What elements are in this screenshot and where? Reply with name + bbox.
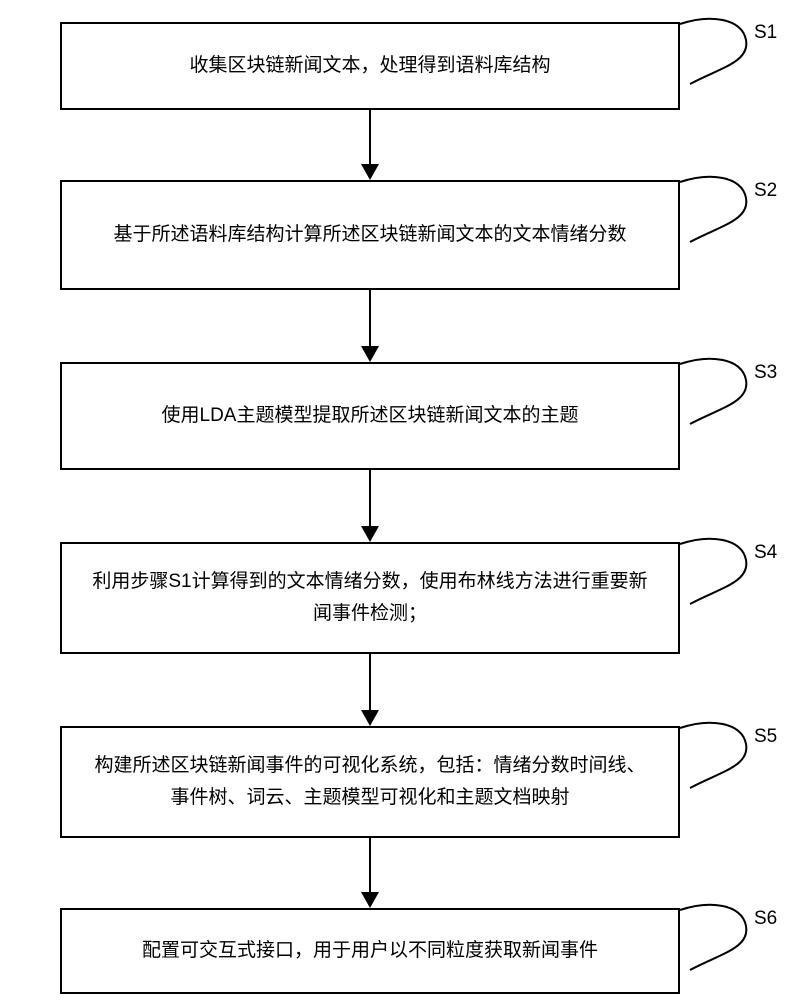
flowchart-canvas: 收集区块链新闻文本，处理得到语料库结构 S1 基于所述语料库结构计算所述区块链新闻文…: [0, 0, 798, 1000]
arrow-line: [369, 654, 371, 710]
arrow-head-icon: [361, 892, 379, 908]
curve-connector: [680, 178, 760, 248]
step-label-s5: S5: [754, 726, 777, 748]
step-label-s2: S2: [754, 180, 777, 202]
arrow-line: [369, 838, 371, 892]
step-text: 利用步骤S1计算得到的文本情绪分数，使用布林线方法进行重要新闻事件检测；: [86, 566, 654, 631]
arrow-line: [369, 470, 371, 526]
step-label-s6: S6: [754, 908, 777, 930]
step-box-s6: 配置可交互式接口，用于用户以不同粒度获取新闻事件: [60, 908, 680, 994]
curve-connector: [680, 20, 760, 90]
arrow-head-icon: [361, 164, 379, 180]
step-label-s1: S1: [754, 22, 777, 44]
step-box-s1: 收集区块链新闻文本，处理得到语料库结构: [60, 22, 680, 110]
curve-connector: [680, 724, 760, 794]
step-text: 配置可交互式接口，用于用户以不同粒度获取新闻事件: [142, 935, 598, 967]
arrow-line: [369, 110, 371, 164]
step-box-s2: 基于所述语料库结构计算所述区块链新闻文本的文本情绪分数: [60, 180, 680, 290]
arrow-head-icon: [361, 346, 379, 362]
step-text: 基于所述语料库结构计算所述区块链新闻文本的文本情绪分数: [113, 219, 626, 251]
curve-connector: [680, 360, 760, 430]
step-text: 构建所述区块链新闻事件的可视化系统，包括：情绪分数时间线、事件树、词云、主题模型…: [86, 750, 654, 815]
step-box-s3: 使用LDA主题模型提取所述区块链新闻文本的主题: [60, 362, 680, 470]
arrow-head-icon: [361, 710, 379, 726]
arrow-head-icon: [361, 526, 379, 542]
step-label-s3: S3: [754, 362, 777, 384]
curve-connector: [680, 906, 760, 976]
step-label-s4: S4: [754, 542, 777, 564]
step-box-s5: 构建所述区块链新闻事件的可视化系统，包括：情绪分数时间线、事件树、词云、主题模型…: [60, 726, 680, 838]
curve-connector: [680, 540, 760, 610]
step-text: 使用LDA主题模型提取所述区块链新闻文本的主题: [162, 400, 579, 432]
step-box-s4: 利用步骤S1计算得到的文本情绪分数，使用布林线方法进行重要新闻事件检测；: [60, 542, 680, 654]
step-text: 收集区块链新闻文本，处理得到语料库结构: [189, 50, 550, 82]
arrow-line: [369, 290, 371, 346]
